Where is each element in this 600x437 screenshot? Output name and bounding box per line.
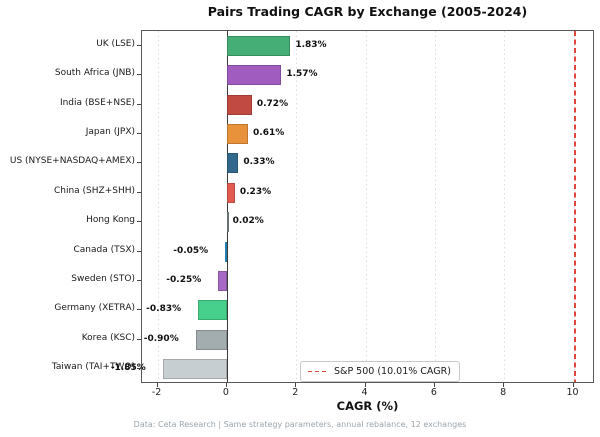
gridline bbox=[365, 31, 367, 382]
value-label: 0.61% bbox=[253, 127, 285, 138]
bar-germany-xetra- bbox=[198, 300, 227, 321]
bar-india-bse-nse- bbox=[226, 94, 252, 115]
category-label: Sweden (STO) bbox=[71, 274, 135, 285]
category-label: Germany (XETRA) bbox=[54, 303, 135, 314]
y-axis-tick bbox=[137, 280, 141, 282]
y-axis-tick bbox=[137, 368, 141, 370]
y-axis-tick bbox=[137, 132, 141, 134]
legend-label: S&P 500 (10.01% CAGR) bbox=[334, 366, 451, 377]
value-label: 1.57% bbox=[286, 69, 318, 80]
x-tick-label: 10 bbox=[566, 387, 579, 398]
value-label: 0.33% bbox=[243, 157, 275, 168]
bar-taiwan-tai-two- bbox=[162, 359, 227, 380]
value-label: 0.23% bbox=[239, 186, 272, 197]
y-axis-tick bbox=[137, 338, 141, 340]
chart-title: Pairs Trading CAGR by Exchange (2005-202… bbox=[207, 4, 528, 19]
category-label: Japan (JPX) bbox=[85, 126, 135, 137]
gridline bbox=[434, 31, 436, 382]
x-axis-tick bbox=[364, 383, 366, 387]
x-axis-tick bbox=[503, 383, 505, 387]
value-label: -0.05% bbox=[173, 245, 209, 256]
x-tick-label: 8 bbox=[500, 387, 507, 398]
value-label: -1.85% bbox=[110, 363, 146, 374]
gridline bbox=[504, 31, 506, 382]
zero-line bbox=[226, 31, 229, 382]
category-label: Canada (TSX) bbox=[73, 244, 135, 255]
x-tick-label: 6 bbox=[430, 387, 437, 398]
y-axis-tick bbox=[137, 44, 141, 46]
x-tick-label: 2 bbox=[292, 387, 299, 398]
bar-sweden-sto- bbox=[218, 271, 227, 292]
y-axis-tick bbox=[137, 191, 141, 193]
legend: S&P 500 (10.01% CAGR) bbox=[300, 361, 460, 382]
sp500-dashed-line-icon bbox=[308, 370, 327, 373]
bar-hong-kong bbox=[226, 212, 229, 233]
y-axis-tick bbox=[137, 162, 141, 164]
category-label: India (BSE+NSE) bbox=[59, 97, 135, 108]
value-label: 0.72% bbox=[256, 98, 289, 109]
x-axis-tick bbox=[433, 383, 435, 387]
value-label: -0.83% bbox=[146, 304, 182, 315]
gridline bbox=[157, 31, 159, 382]
value-label: -0.25% bbox=[166, 275, 202, 286]
category-label: South Africa (JNB) bbox=[54, 68, 135, 79]
x-tick-label: -2 bbox=[151, 387, 162, 398]
y-axis-tick bbox=[137, 309, 141, 311]
bar-china-shz-shh- bbox=[226, 182, 235, 203]
category-label: Taiwan (TAI+TWO) bbox=[51, 362, 135, 373]
x-tick-label: 0 bbox=[222, 387, 229, 398]
category-label: Korea (KSC) bbox=[81, 332, 135, 343]
bar-uk-lse- bbox=[226, 35, 291, 56]
y-axis-tick bbox=[137, 250, 141, 252]
bar-south-africa-jnb- bbox=[226, 65, 282, 86]
bar-korea-ksc- bbox=[195, 329, 227, 350]
category-label: UK (LSE) bbox=[96, 38, 135, 49]
value-label: 1.83% bbox=[295, 39, 327, 50]
y-axis-tick bbox=[137, 221, 141, 223]
x-axis-tick bbox=[225, 383, 227, 387]
y-axis-tick bbox=[137, 103, 141, 105]
x-axis-tick bbox=[572, 383, 574, 387]
plot-area: 1.83% 1.57% 0.72% 0.61% 0.33% 0.23% 0.02% -0.05… bbox=[111, 30, 594, 383]
x-axis-label: CAGR (%) bbox=[336, 399, 399, 413]
y-axis-tick bbox=[137, 74, 141, 76]
sp500-reference-line bbox=[573, 31, 576, 382]
bar-japan-jpx- bbox=[226, 123, 249, 144]
value-label: 0.02% bbox=[232, 216, 264, 227]
footer-note: Data: Ceta Research | Same strategy para… bbox=[133, 420, 467, 429]
bar-us-nyse-nasdaq-amex- bbox=[226, 153, 239, 174]
category-label: China (SHZ+SHH) bbox=[53, 185, 135, 196]
category-label: US (NYSE+NASDAQ+AMEX) bbox=[9, 156, 135, 167]
category-label: Hong Kong bbox=[86, 215, 135, 226]
x-axis-tick bbox=[156, 383, 158, 387]
gridline bbox=[296, 31, 298, 382]
x-axis-tick bbox=[295, 383, 297, 387]
x-tick-label: 4 bbox=[361, 387, 368, 398]
value-label: -0.90% bbox=[143, 333, 179, 344]
bar-canada-tsx- bbox=[225, 241, 228, 262]
